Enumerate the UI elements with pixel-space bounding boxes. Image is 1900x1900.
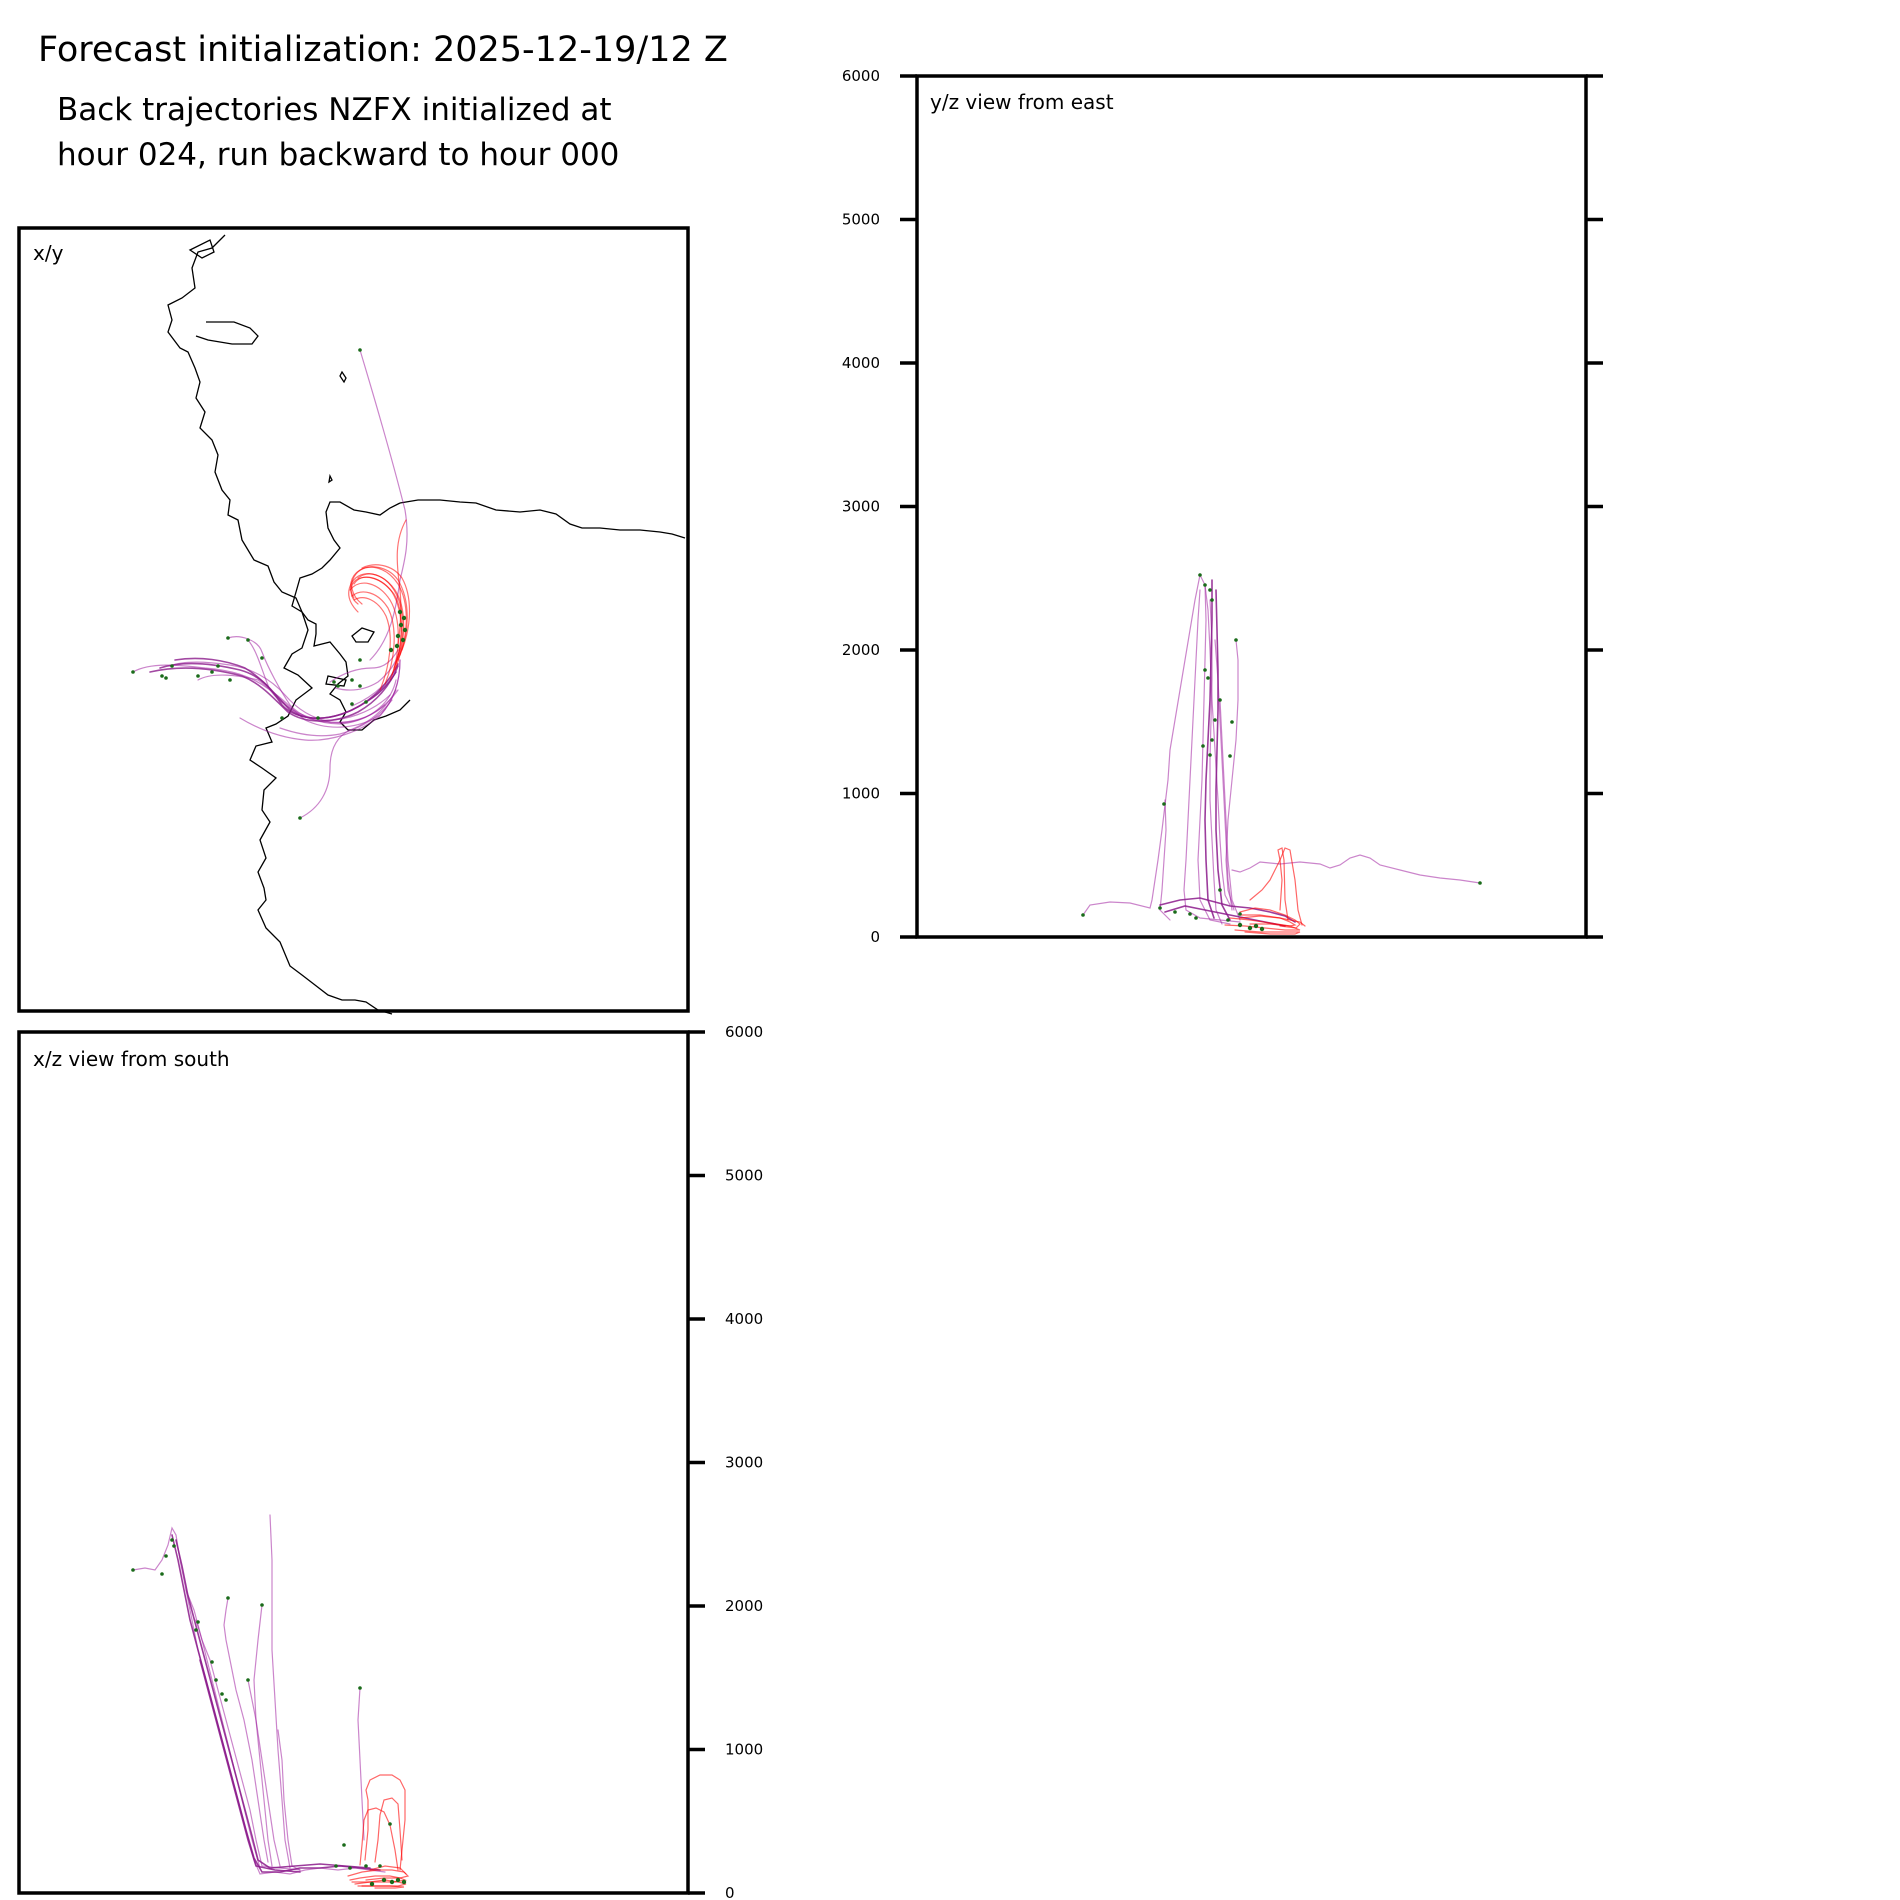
xz-tick-label-3000: 3000 (725, 1454, 763, 1472)
yz-tick-label-1000: 1000 (842, 785, 880, 803)
coastline (167, 234, 686, 1015)
panel-xz-frame (17, 1030, 690, 1895)
subtitle-line-2: hour 024, run backward to hour 000 (57, 137, 620, 173)
panel-yz-frame (915, 74, 1588, 939)
yz-tick-label-0: 0 (870, 928, 880, 946)
yz-endpoint-markers (1081, 573, 1482, 932)
panel-xy: x/y (17, 226, 690, 1015)
panel-xz: x/z view from south (17, 1023, 763, 1900)
panel-xz-ticks (688, 1030, 705, 1895)
xy-endpoint-markers (131, 348, 408, 820)
xz-tick-label-5000: 5000 (725, 1167, 763, 1185)
panel-yz-tick-labels: 0 1000 2000 3000 4000 5000 6000 (842, 67, 880, 946)
xz-tick-label-6000: 6000 (725, 1023, 763, 1041)
panel-yz: y/z view from east (842, 67, 1603, 946)
yz-trajectories (1082, 573, 1481, 935)
xz-trajectories (132, 1514, 410, 1889)
subtitle-line-1: Back trajectories NZFX initialized at (57, 92, 612, 128)
panel-xz-tick-labels: 0 1000 2000 3000 4000 5000 6000 (725, 1023, 763, 1900)
yz-tick-label-5000: 5000 (842, 211, 880, 229)
panel-xz-label: x/z view from south (33, 1047, 230, 1071)
panel-yz-label: y/z view from east (930, 90, 1114, 114)
xz-endpoint-markers (131, 1538, 407, 1887)
yz-tick-label-3000: 3000 (842, 498, 880, 516)
yz-tick-label-6000: 6000 (842, 67, 880, 85)
yz-tick-label-2000: 2000 (842, 641, 880, 659)
xz-tick-label-4000: 4000 (725, 1310, 763, 1328)
xz-tick-label-2000: 2000 (725, 1597, 763, 1615)
figure-subtitle: Back trajectories NZFX initialized at ho… (57, 88, 619, 178)
panel-yz-ticks (900, 74, 1603, 939)
xz-tick-label-0: 0 (725, 1884, 735, 1900)
panel-xy-label: x/y (33, 241, 64, 265)
panel-xy-frame (17, 226, 690, 1013)
figure-title: Forecast initialization: 2025-12-19/12 Z (38, 30, 728, 70)
xy-trajectories (132, 349, 411, 819)
yz-tick-label-4000: 4000 (842, 354, 880, 372)
xz-tick-label-1000: 1000 (725, 1741, 763, 1759)
